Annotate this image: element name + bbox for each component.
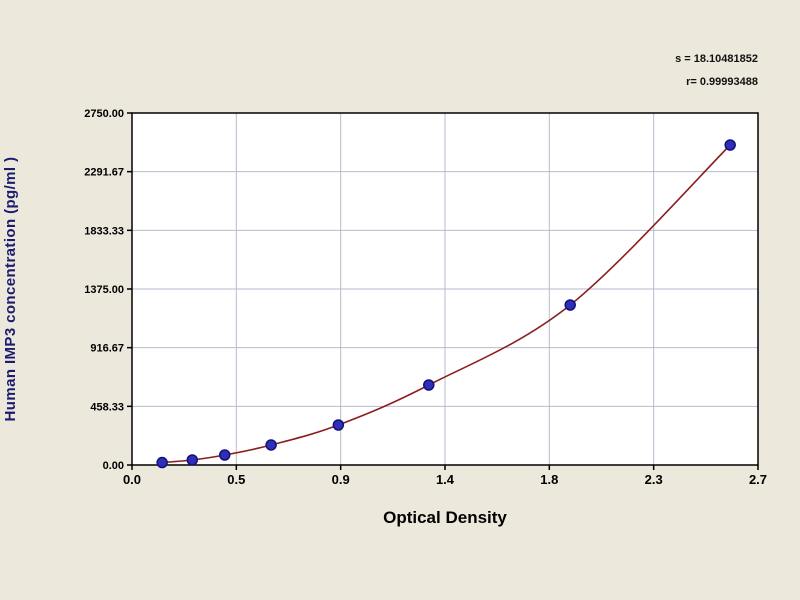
data-point bbox=[423, 379, 435, 391]
data-point bbox=[724, 139, 736, 151]
x-axis-title: Optical Density bbox=[383, 508, 507, 527]
y-tick-label: 2291.67 bbox=[84, 167, 124, 179]
data-point bbox=[332, 419, 345, 431]
fit-statistic-r: r= 0.99993488 bbox=[686, 76, 758, 88]
data-point bbox=[218, 449, 231, 461]
x-tick-label: 0.0 bbox=[123, 472, 141, 487]
y-tick-label: 1375.00 bbox=[84, 284, 124, 296]
data-point bbox=[265, 439, 277, 451]
x-tick-label: 0.5 bbox=[227, 472, 245, 487]
fit-statistics: s = 18.10481852 r= 0.99993488 bbox=[675, 48, 758, 94]
data-point bbox=[186, 454, 199, 466]
fit-statistic-s: s = 18.10481852 bbox=[675, 53, 758, 65]
y-tick-label: 1833.33 bbox=[84, 225, 124, 237]
y-axis-title: Human IMP3 concentration (pg/ml ) bbox=[2, 156, 19, 422]
y-tick-label: 916.67 bbox=[90, 343, 124, 355]
y-tick-label: 0.00 bbox=[103, 460, 124, 472]
x-tick-label: 2.7 bbox=[749, 472, 767, 487]
y-tick-label: 2750.00 bbox=[84, 108, 124, 120]
x-tick-label: 2.3 bbox=[645, 472, 663, 487]
x-tick-label: 1.4 bbox=[436, 472, 455, 487]
data-point bbox=[564, 299, 576, 311]
x-tick-label: 1.8 bbox=[540, 472, 558, 487]
fit-curve bbox=[162, 144, 731, 464]
x-tick-label: 0.9 bbox=[332, 472, 350, 487]
y-tick-label: 458.33 bbox=[90, 401, 124, 413]
data-point bbox=[156, 456, 168, 469]
